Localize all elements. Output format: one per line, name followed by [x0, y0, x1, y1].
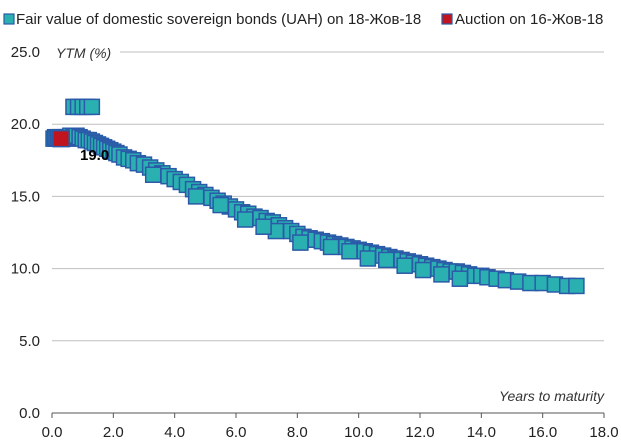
x-tick-label: 14.0 — [467, 424, 496, 441]
legend-label-auction: Auction on 16-Жов-18 — [455, 11, 603, 28]
fair-value-point — [236, 211, 254, 228]
fair-value-point — [292, 234, 309, 251]
legend: Fair value of domestic sovereign bonds (… — [3, 11, 603, 28]
x-tick-label: 6.0 — [226, 424, 247, 441]
y-tick-label: 15.0 — [11, 188, 40, 205]
data-points — [45, 98, 585, 295]
fair-value-point — [322, 238, 340, 256]
fair-value-point — [451, 270, 469, 287]
y-tick-label: 5.0 — [19, 333, 40, 350]
x-tick-label: 8.0 — [287, 424, 308, 441]
x-tick-label: 10.0 — [344, 424, 373, 441]
x-tick-label: 0.0 — [42, 424, 63, 441]
fair-value-point — [396, 257, 413, 274]
x-axis-title: Years to maturity — [499, 388, 605, 404]
axes: 0.0 5.0 10.0 15.0 20.0 25.0 0.0 2.0 4.0 6.0 8.0 10.… — [11, 44, 619, 441]
auction-point — [52, 129, 70, 148]
legend-swatch-fair-value — [3, 13, 15, 25]
y-tick-label: 10.0 — [11, 261, 40, 278]
y-axis-title: YTM (%) — [56, 45, 111, 61]
x-tick-label: 16.0 — [528, 424, 557, 441]
auction-value-label: 19.0 — [80, 147, 109, 164]
fair-value-point — [187, 188, 205, 205]
legend-label-fair-value: Fair value of domestic sovereign bonds (… — [16, 11, 421, 28]
fair-value-point — [433, 266, 450, 283]
fair-value-point — [212, 196, 229, 214]
legend-swatch-auction — [441, 13, 453, 25]
y-tick-label: 0.0 — [19, 405, 40, 422]
fair-value-point — [341, 243, 358, 260]
x-tick-label: 18.0 — [589, 424, 618, 441]
fair-value-point — [144, 166, 162, 183]
fair-value-point — [255, 218, 272, 235]
fair-value-point — [359, 250, 377, 267]
fair-value-point — [414, 261, 432, 279]
x-tick-label: 12.0 — [405, 424, 434, 441]
gridlines — [52, 51, 604, 342]
fair-value-point — [83, 98, 101, 116]
fair-value-point — [568, 277, 585, 295]
y-tick-label: 20.0 — [11, 116, 40, 133]
y-tick-label: 25.0 — [11, 44, 40, 61]
x-tick-label: 2.0 — [103, 424, 124, 441]
x-tick-label: 4.0 — [164, 424, 185, 441]
fair-value-point — [378, 251, 395, 269]
